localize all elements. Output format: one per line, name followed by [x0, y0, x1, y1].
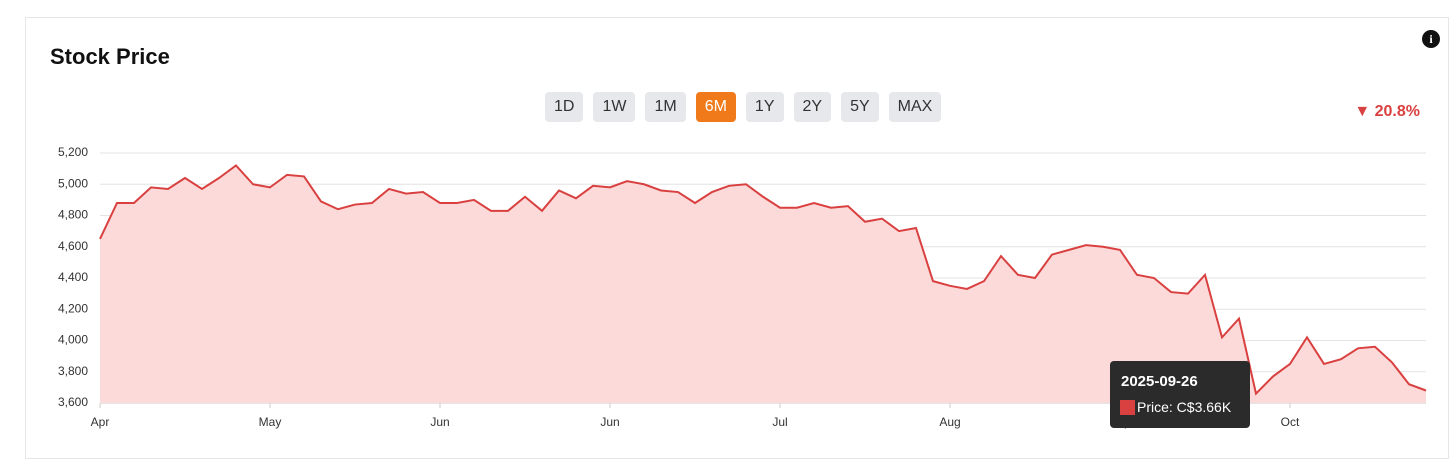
range-button[interactable]: 1W: [593, 92, 636, 122]
x-tick-label: Aug: [939, 415, 960, 429]
range-button[interactable]: 6M: [695, 92, 736, 122]
x-tick-label: Jun: [600, 415, 619, 429]
tooltip-swatch: [1120, 399, 1135, 415]
range-button[interactable]: 5Y: [841, 92, 879, 122]
y-tick-label: 3,600: [58, 395, 88, 409]
y-tick-label: 4,000: [58, 333, 88, 347]
y-tick-label: 4,200: [58, 301, 88, 315]
y-tick-label: 5,000: [58, 176, 88, 190]
change-label: ▼ 20.8%: [1354, 103, 1420, 120]
area: [100, 165, 1426, 403]
info-icon[interactable]: i: [1422, 30, 1440, 48]
card: [25, 17, 1449, 459]
range-button[interactable]: 2Y: [793, 92, 832, 122]
x-tick-label: Jul: [772, 415, 787, 429]
tooltip-date: 2025-09-26: [1121, 373, 1198, 390]
range-button[interactable]: MAX: [888, 92, 942, 122]
y-tick-label: 4,800: [58, 208, 88, 222]
range-buttons: 1D 1W 1M 6M 1Y 2Y 5Y MAX: [545, 92, 942, 122]
range-button[interactable]: 1D: [545, 92, 584, 122]
y-tick-label: 4,600: [58, 239, 88, 253]
x-tick-label: Oct: [1281, 415, 1300, 429]
line: [99, 164, 1427, 396]
range-button[interactable]: 1Y: [745, 92, 784, 122]
tooltip-row: Price: C$3.66K: [1120, 399, 1231, 415]
tooltip-label: Price: C$3.66K: [1137, 399, 1232, 415]
range-button[interactable]: 1M: [645, 92, 686, 122]
chart-title: Stock Price: [50, 44, 170, 69]
tooltip: 2025-09-26 Price: C$3.66K: [1110, 361, 1250, 428]
x-tick-label: May: [259, 415, 282, 429]
y-tick-label: 4,400: [58, 270, 88, 284]
y-tick-label: 3,800: [58, 364, 88, 378]
x-tick-label: Apr: [91, 415, 110, 429]
y-tick-label: 5,200: [58, 145, 88, 159]
x-tick-label: Jun: [430, 415, 449, 429]
